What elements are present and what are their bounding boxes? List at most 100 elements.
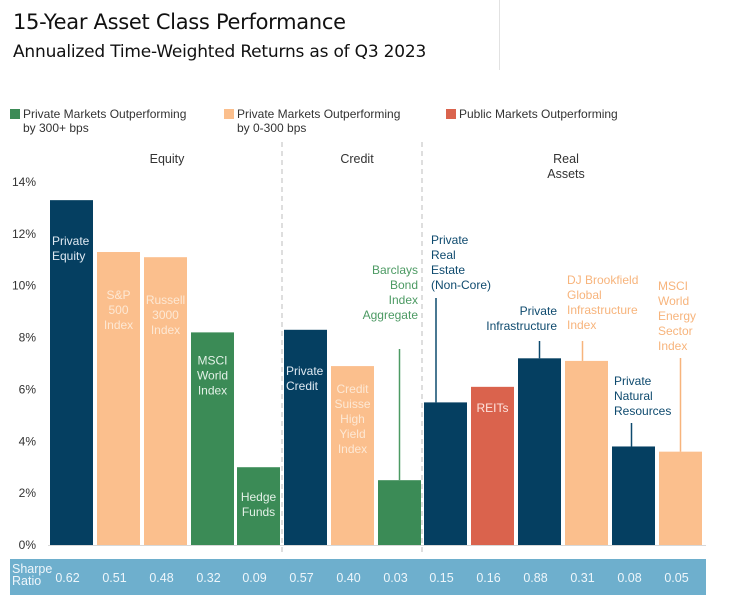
y-tick-label: 0% <box>19 538 37 552</box>
sharpe-value: 0.40 <box>336 571 360 585</box>
legend-item-green: Private Markets Outperforming by 300+ bp… <box>10 107 186 135</box>
bar <box>237 467 280 545</box>
bar <box>378 480 421 545</box>
bar-label: Barclays <box>372 263 418 277</box>
bar-label: Private <box>286 364 324 378</box>
bar-label: Private <box>431 233 469 247</box>
sharpe-value: 0.09 <box>242 571 266 585</box>
bar-label: 500 <box>108 303 128 317</box>
bar-label: Private <box>614 374 652 388</box>
group-label: Equity <box>150 152 185 166</box>
bar-label: Resources <box>614 404 671 418</box>
bar <box>50 200 93 545</box>
bar-label: Equity <box>52 249 85 263</box>
legend-swatch-red <box>446 109 456 119</box>
bar-label: Aggregate <box>363 308 419 322</box>
legend-item-red: Public Markets Outperforming <box>446 107 618 121</box>
sharpe-ratio-label: Sharpe <box>12 562 52 576</box>
sharpe-value: 0.51 <box>102 571 126 585</box>
bar-label: Global <box>567 288 602 302</box>
bar-label: Real <box>431 248 456 262</box>
bar-label: Yield <box>339 427 365 441</box>
divider-line <box>499 0 500 70</box>
sharpe-ratio-band <box>10 559 706 595</box>
bar-label: Sector <box>658 324 693 338</box>
bar-label: Russell <box>146 293 185 307</box>
bar <box>97 252 140 545</box>
bar <box>284 329 327 545</box>
bar-label: Hedge <box>241 490 277 504</box>
y-tick-label: 14% <box>12 175 36 189</box>
sharpe-value: 0.62 <box>55 571 79 585</box>
bar-label: Index <box>151 323 180 337</box>
bar-label: Private <box>520 304 558 318</box>
bar-label: Bond <box>390 278 418 292</box>
bar-label: DJ Brookfield <box>567 273 638 287</box>
y-tick-label: 10% <box>12 279 36 293</box>
group-label: Credit <box>340 152 374 166</box>
bar <box>612 446 655 545</box>
bar <box>191 332 234 545</box>
sharpe-value: 0.32 <box>196 571 220 585</box>
sharpe-value: 0.16 <box>476 571 500 585</box>
bar-label: Index <box>198 383 227 397</box>
bar <box>471 386 514 545</box>
bar-label: High <box>340 412 365 426</box>
bar <box>331 366 374 545</box>
bar-label: MSCI <box>198 353 228 367</box>
bar <box>565 360 608 545</box>
chart-subtitle: Annualized Time-Weighted Returns as of Q… <box>13 42 427 62</box>
sharpe-value: 0.08 <box>617 571 641 585</box>
sharpe-ratio-label: Ratio <box>12 574 41 588</box>
legend-label: Public Markets Outperforming <box>459 107 618 121</box>
bar <box>518 358 561 545</box>
chart-title: 15-Year Asset Class Performance <box>13 10 346 34</box>
bar-label: Private <box>52 234 90 248</box>
bar-label: Estate <box>431 263 465 277</box>
bar-label: Natural <box>614 389 653 403</box>
y-tick-label: 2% <box>19 486 37 500</box>
bar-label: REITs <box>476 401 508 415</box>
bar-label: Infrastructure <box>567 303 638 317</box>
bar-label: Credit <box>286 379 319 393</box>
bar-label: Index <box>338 442 367 456</box>
group-label: Real <box>553 152 579 166</box>
legend-label-line2: by 0-300 bps <box>237 121 307 135</box>
bar-label: Energy <box>658 309 696 323</box>
bar-label: Infrastructure <box>486 319 557 333</box>
sharpe-value: 0.31 <box>570 571 594 585</box>
bar-label: 3000 <box>152 308 179 322</box>
bar-label: Index <box>104 318 133 332</box>
y-tick-label: 4% <box>19 434 37 448</box>
bar-label: Funds <box>242 505 275 519</box>
bar-label: (Non-Core) <box>431 278 491 292</box>
group-label: Assets <box>547 167 585 181</box>
legend-swatch-peach <box>224 109 234 119</box>
bar-label: World <box>658 294 689 308</box>
bar <box>144 257 187 545</box>
legend-label: Private Markets Outperforming <box>237 107 401 121</box>
bar <box>424 402 467 545</box>
bar-label: MSCI <box>658 279 688 293</box>
bar-label: Index <box>658 339 687 353</box>
bar-label: S&P <box>106 288 130 302</box>
y-tick-label: 6% <box>19 382 37 396</box>
y-tick-label: 8% <box>19 331 37 345</box>
bar-label: Index <box>389 293 418 307</box>
bar <box>659 451 702 545</box>
legend-label-line2: by 300+ bps <box>23 121 89 135</box>
sharpe-value: 0.57 <box>289 571 313 585</box>
sharpe-value: 0.88 <box>523 571 547 585</box>
sharpe-value: 0.03 <box>383 571 407 585</box>
bar-label: Credit <box>336 382 369 396</box>
sharpe-value: 0.15 <box>429 571 453 585</box>
bar-label: Index <box>567 318 596 332</box>
sharpe-value: 0.48 <box>149 571 173 585</box>
y-tick-label: 12% <box>12 227 36 241</box>
bar-label: Suisse <box>334 397 370 411</box>
legend-label: Private Markets Outperforming <box>23 107 187 121</box>
legend-swatch-green <box>10 109 20 119</box>
bar-label: World <box>197 368 228 382</box>
legend-item-peach: Private Markets Outperforming by 0-300 b… <box>224 107 400 135</box>
